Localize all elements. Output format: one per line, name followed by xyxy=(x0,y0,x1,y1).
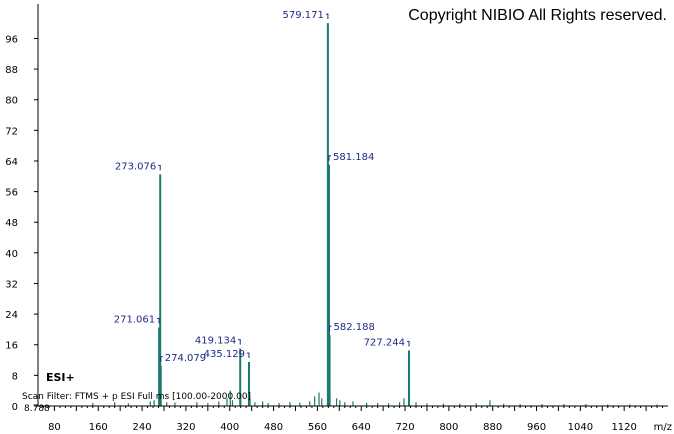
x-tick-label: 640 xyxy=(352,422,371,433)
x-tick-label: 1040 xyxy=(568,422,593,433)
y-tick-label: 88 xyxy=(5,65,18,76)
y-tick-label: 40 xyxy=(5,249,18,260)
labeled-peaks xyxy=(158,23,411,406)
peak-label-bracket xyxy=(328,155,331,161)
x-tick-label: 880 xyxy=(483,422,502,433)
x-axis-ticks: 80 160 240 320 400 480 560 640 720 800 880 960 1040 1… xyxy=(42,406,664,433)
y-tick-label: 56 xyxy=(5,188,18,199)
peak-label: 419.134 xyxy=(195,336,236,347)
peak-label-bracket xyxy=(325,13,329,20)
peak-label-bracket xyxy=(157,318,160,324)
x-tick-label: 720 xyxy=(395,422,414,433)
x-tick-label: 240 xyxy=(133,422,152,433)
peak-label-bracket xyxy=(407,340,410,347)
x-tick-label: 400 xyxy=(220,422,239,433)
peak-labels: 273.076 271.061 274.079 419.134 435.129 579.1… xyxy=(114,10,410,364)
peak-label: 273.076 xyxy=(115,161,156,172)
ionization-mode-label: ESI+ xyxy=(46,371,75,384)
x-tick-label: 800 xyxy=(439,422,458,433)
y-tick-label: 8 xyxy=(12,371,18,382)
retention-time-text: 8.788 xyxy=(24,404,50,414)
peak-label: 271.061 xyxy=(114,315,155,326)
y-tick-label: 48 xyxy=(5,218,18,229)
peak-label: 435.129 xyxy=(204,349,245,360)
peak-label-bracket xyxy=(329,325,332,332)
peak-label-bracket xyxy=(238,339,241,345)
peak-label: 582.188 xyxy=(334,322,375,333)
peak-label-bracket xyxy=(246,352,250,358)
y-axis-ticks: 0 8 16 24 32 40 48 56 64 72 80 88 96 xyxy=(5,34,38,413)
x-tick-label: 160 xyxy=(89,422,108,433)
peak-label: 581.184 xyxy=(333,152,374,163)
y-tick-label: 16 xyxy=(5,341,18,352)
x-tick-label: 320 xyxy=(176,422,195,433)
x-axis-title: m/z xyxy=(654,422,672,433)
x-tick-label: 480 xyxy=(264,422,283,433)
y-tick-label: 96 xyxy=(5,34,18,45)
x-tick-label: 560 xyxy=(308,422,327,433)
x-tick-label: 960 xyxy=(527,422,546,433)
y-tick-label: 80 xyxy=(5,96,18,107)
x-tick-label: 1120 xyxy=(611,422,636,433)
peak-label: 727.244 xyxy=(364,337,405,348)
scan-filter-text: Scan Filter: FTMS + p ESI Full ms [100.0… xyxy=(22,392,251,402)
y-tick-label: 64 xyxy=(5,157,18,168)
y-tick-label: 24 xyxy=(5,310,18,321)
peak-label-bracket xyxy=(158,164,161,171)
x-tick-label: 80 xyxy=(48,422,61,433)
peak-label-bracket xyxy=(160,356,163,362)
y-tick-label: 0 xyxy=(12,402,18,413)
y-tick-label: 72 xyxy=(5,126,18,137)
copyright-notice: Copyright NIBIO All Rights reserved. xyxy=(408,7,667,24)
peak-label: 274.079 xyxy=(165,353,206,364)
y-tick-label: 32 xyxy=(5,279,18,290)
peak-label: 579.171 xyxy=(283,10,324,21)
